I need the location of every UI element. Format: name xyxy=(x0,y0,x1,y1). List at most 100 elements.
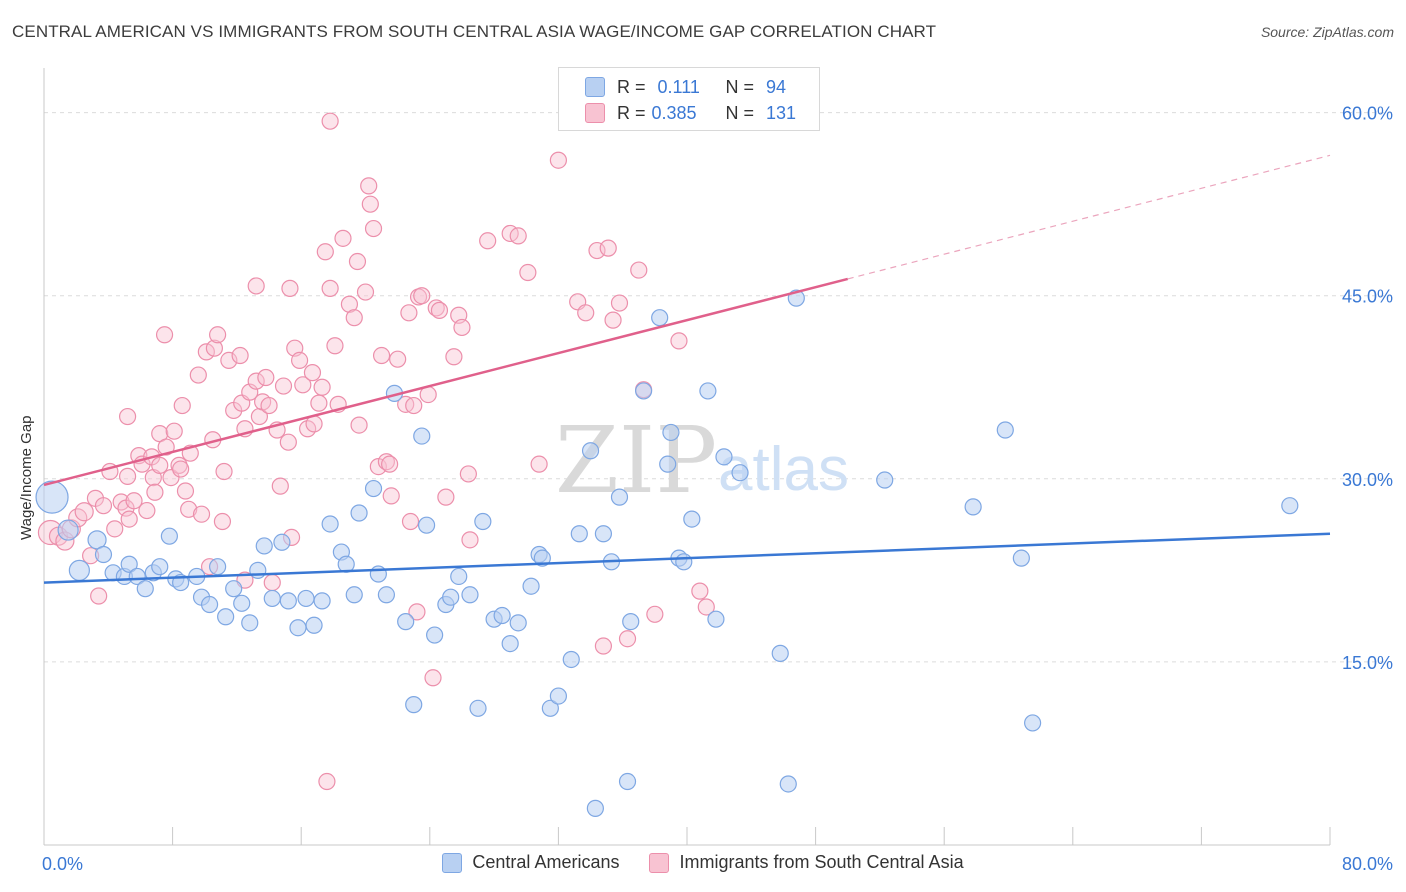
data-point xyxy=(360,177,378,195)
legend-r-value: 0.385 xyxy=(651,102,697,123)
data-point xyxy=(604,311,622,329)
data-point xyxy=(408,603,426,621)
data-point xyxy=(35,480,69,514)
data-point xyxy=(697,598,715,616)
data-point xyxy=(138,501,156,520)
data-point xyxy=(271,477,289,495)
data-point xyxy=(151,558,169,576)
data-point xyxy=(106,520,124,538)
data-point xyxy=(118,407,137,426)
data-point xyxy=(964,498,982,516)
data-point xyxy=(290,351,309,370)
y-tick-labels: 15.0% 30.0% 45.0% 60.0% xyxy=(1342,104,1393,673)
data-point xyxy=(350,416,368,434)
data-point xyxy=(996,421,1014,439)
data-point xyxy=(1012,549,1030,567)
data-point xyxy=(281,279,299,297)
data-point xyxy=(247,277,265,295)
data-point xyxy=(389,350,407,368)
data-point xyxy=(437,488,455,506)
legend-swatch-pink xyxy=(585,103,605,123)
data-point xyxy=(74,502,94,522)
data-point xyxy=(176,482,195,500)
source-note: Source: ZipAtlas.com xyxy=(1260,24,1394,40)
data-point xyxy=(577,304,595,322)
data-point xyxy=(594,637,613,655)
legend-label: Immigrants from South Central Asia xyxy=(679,852,964,872)
data-point xyxy=(263,589,281,608)
watermark-zip: ZIP xyxy=(555,407,717,514)
data-point xyxy=(241,383,259,401)
data-point xyxy=(541,699,559,717)
data-point xyxy=(225,580,243,598)
data-point xyxy=(461,531,479,549)
data-point xyxy=(294,376,312,394)
legend-item-immigrants[interactable]: Immigrants from South Central Asia xyxy=(649,852,964,873)
data-point xyxy=(189,366,207,384)
data-point xyxy=(430,301,449,319)
data-point xyxy=(118,467,137,485)
data-point xyxy=(479,232,497,250)
data-point xyxy=(405,696,423,714)
data-point xyxy=(618,630,637,648)
data-point xyxy=(200,595,219,614)
data-point xyxy=(401,512,420,531)
data-point xyxy=(417,516,436,534)
data-point xyxy=(442,588,460,606)
y-tick-label: 45.0% xyxy=(1342,287,1393,307)
data-point xyxy=(348,252,367,271)
x-tick-labels: 0.0% 80.0% xyxy=(42,854,1393,874)
data-point xyxy=(326,337,344,355)
data-point xyxy=(731,464,749,482)
legend-r-label: R = xyxy=(617,102,646,123)
series-immigrants-points xyxy=(37,112,715,791)
data-point xyxy=(397,613,415,631)
data-point xyxy=(400,304,418,322)
trend-lines xyxy=(43,154,1331,584)
data-point xyxy=(533,549,551,567)
data-point xyxy=(316,243,334,261)
data-point xyxy=(426,626,444,644)
data-point xyxy=(151,456,169,474)
y-tick-label: 30.0% xyxy=(1342,470,1393,490)
data-point xyxy=(662,423,680,442)
data-point xyxy=(241,614,259,632)
data-point xyxy=(249,561,267,579)
data-point xyxy=(313,378,331,396)
data-point xyxy=(413,287,431,305)
data-point xyxy=(356,283,375,301)
data-point xyxy=(94,497,113,515)
data-point xyxy=(209,326,227,344)
data-point xyxy=(501,634,519,653)
legend-item-central-americans[interactable]: Central Americans xyxy=(442,852,619,873)
chart-title: CENTRAL AMERICAN VS IMMIGRANTS FROM SOUT… xyxy=(12,22,937,41)
data-point xyxy=(321,112,339,130)
data-point xyxy=(364,479,383,498)
data-point xyxy=(340,295,359,313)
data-point xyxy=(128,567,146,586)
data-point xyxy=(173,396,191,415)
data-point xyxy=(377,586,395,604)
data-point xyxy=(68,559,90,581)
data-point xyxy=(213,512,232,531)
data-point xyxy=(381,455,399,473)
data-point xyxy=(215,462,233,481)
data-point xyxy=(372,346,391,365)
data-point xyxy=(57,519,79,541)
data-point xyxy=(622,613,640,631)
data-point xyxy=(263,573,281,592)
data-point xyxy=(297,589,315,608)
data-point xyxy=(90,587,108,605)
data-point xyxy=(165,422,183,440)
correlation-legend: R = 0.111 N = 94 R = 0.385 N = 131 xyxy=(558,67,820,131)
legend-row-immigrants: R = 0.385 N = 131 xyxy=(559,100,796,126)
data-point xyxy=(231,346,249,365)
trend-line xyxy=(43,532,1331,584)
data-point xyxy=(707,610,725,628)
data-point xyxy=(233,594,251,612)
data-point xyxy=(450,567,468,586)
data-point xyxy=(651,309,669,327)
data-point xyxy=(257,368,275,387)
legend-swatch-blue xyxy=(585,77,605,97)
data-point xyxy=(345,309,363,327)
